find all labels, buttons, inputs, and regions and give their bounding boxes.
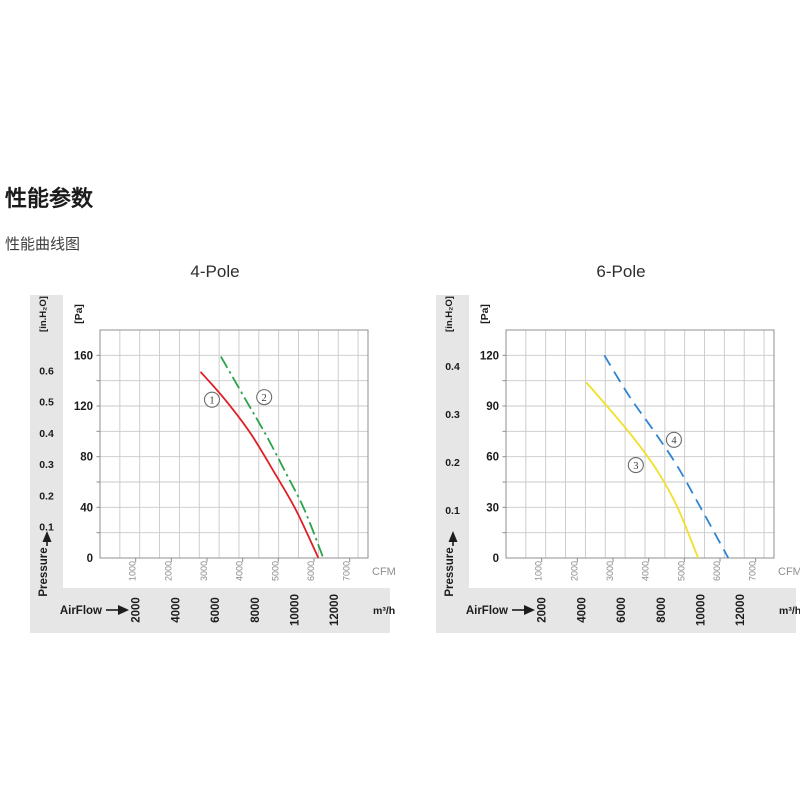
pa-tick-label: 90 xyxy=(486,401,499,413)
series-2-marker-number: 2 xyxy=(262,393,267,404)
cfm-tick-label: 7000 xyxy=(342,561,352,581)
m3h-tick-label: 8000 xyxy=(656,597,668,623)
chart-title-6-pole: 6-Pole xyxy=(596,262,646,281)
pa-tick-label: 30 xyxy=(486,502,499,514)
cfm-tick-label: 6000 xyxy=(712,561,722,581)
series-2-marker-circle xyxy=(256,389,273,406)
inh2o-tick-label: 0.3 xyxy=(39,459,54,471)
pressure-unit-band xyxy=(30,295,63,633)
cfm-unit-label: CFM xyxy=(372,566,396,578)
m3h-unit-label: m³/h xyxy=(779,605,800,617)
m3h-unit-label: m³/h xyxy=(373,605,395,617)
series-4-marker: 4 xyxy=(665,431,682,448)
inh2o-tick-label: 0.4 xyxy=(39,428,54,440)
cfm-tick-label: 2000 xyxy=(163,561,173,581)
axis-ticks xyxy=(96,354,351,562)
inh2o-unit-label: [in.H₂O] xyxy=(38,296,49,332)
m3h-tick-label: 6000 xyxy=(616,597,628,623)
airflow-axis-label: AirFlow xyxy=(466,605,508,617)
inh2o-tick-label: 0.4 xyxy=(445,361,460,373)
series-4-curve xyxy=(603,354,730,559)
pressure-arrow-icon xyxy=(448,531,458,542)
series-4-marker-number: 4 xyxy=(671,436,677,447)
curves xyxy=(199,356,325,559)
plot-area xyxy=(506,330,774,558)
inh2o-tick-label: 0.3 xyxy=(445,409,460,421)
airflow-axis-label: AirFlow xyxy=(60,605,102,617)
series-4-marker-circle xyxy=(665,431,682,448)
plot-area xyxy=(100,330,368,558)
cfm-tick-label: 1000 xyxy=(534,561,544,581)
m3h-tick-label: 8000 xyxy=(250,597,262,623)
series-3-curve xyxy=(585,381,700,559)
chart-canvas-4-pole: 0 40 80 120 160 [Pa] 0.1 0.2 0.3 0.4 0.5 0.6 [in.H₂O… xyxy=(30,295,396,633)
pressure-arrow-icon xyxy=(42,531,52,542)
pa-tick-label: 160 xyxy=(74,350,93,362)
chart-canvas-6-pole: 0 30 60 90 120 [Pa] 0.1 0.2 0.3 0.4 [in.H₂O] 1000 20… xyxy=(436,295,800,633)
chart-title-4-pole: 4-Pole xyxy=(190,262,240,281)
cfm-tick-label: 7000 xyxy=(748,561,758,581)
m3h-tick-label: 12000 xyxy=(735,594,747,626)
pa-tick-label: 80 xyxy=(80,452,93,464)
m3h-tick-label: 10000 xyxy=(696,594,708,626)
curves xyxy=(585,354,730,559)
series-2-curve xyxy=(220,356,325,559)
chart-6-pole: 6-Pole 0 30 60 90 120 [Pa] 0.1 0.2 0.3 0.4 [in.H₂O… xyxy=(436,254,800,636)
pressure-axis-label: Pressure xyxy=(444,547,456,596)
pa-tick-label: 0 xyxy=(87,553,93,565)
m3h-tick-label: 4000 xyxy=(170,597,182,623)
m3h-tick-label: 2000 xyxy=(131,597,143,623)
m3h-tick-label: 2000 xyxy=(537,597,549,623)
plot-border xyxy=(99,329,369,559)
page-title: 性能参数 xyxy=(5,186,94,211)
section-subtitle: 性能曲线图 xyxy=(5,236,81,253)
series-3-marker: 3 xyxy=(627,457,644,474)
cfm-tick-label: 3000 xyxy=(605,561,615,581)
cfm-tick-label: 3000 xyxy=(199,561,209,581)
cfm-tick-label: 4000 xyxy=(641,561,651,581)
series-1-marker-circle xyxy=(203,391,221,408)
pa-tick-label: 60 xyxy=(486,452,499,464)
cfm-tick-label: 6000 xyxy=(306,561,316,581)
inh2o-tick-label: 0.1 xyxy=(39,522,54,534)
m3h-tick-label: 10000 xyxy=(290,594,302,626)
pa-unit-label: [Pa] xyxy=(73,304,85,324)
cfm-tick-label: 2000 xyxy=(569,561,579,581)
cfm-tick-label: 5000 xyxy=(270,561,280,581)
series-1-marker-number: 1 xyxy=(209,395,214,406)
inh2o-tick-label: 0.2 xyxy=(39,490,54,502)
axis-ticks xyxy=(502,354,757,562)
pa-unit-label: [Pa] xyxy=(479,304,491,324)
inh2o-tick-label: 0.5 xyxy=(39,397,54,409)
series-3-marker-circle xyxy=(627,457,644,474)
m3h-tick-label: 4000 xyxy=(576,597,588,623)
cfm-unit-label: CFM xyxy=(778,566,800,578)
series-3-marker-number: 3 xyxy=(633,461,638,472)
airflow-arrow-icon xyxy=(118,605,129,615)
inh2o-tick-label: 0.6 xyxy=(39,365,54,377)
airflow-arrow-icon xyxy=(524,605,535,615)
pa-tick-label: 120 xyxy=(74,401,93,413)
pressure-unit-band xyxy=(436,295,469,633)
inh2o-tick-label: 0.1 xyxy=(445,505,460,517)
gridlines xyxy=(506,330,774,558)
pa-tick-label: 0 xyxy=(493,553,499,565)
cfm-tick-label: 5000 xyxy=(676,561,686,581)
pa-tick-label: 120 xyxy=(480,350,499,362)
m3h-tick-label: 6000 xyxy=(210,597,222,623)
m3h-tick-label: 12000 xyxy=(329,594,341,626)
series-2-marker: 2 xyxy=(256,389,273,406)
plot-border xyxy=(505,329,775,559)
series-1-curve xyxy=(199,371,320,559)
pressure-axis-label: Pressure xyxy=(38,547,50,596)
gridlines xyxy=(100,330,368,558)
cfm-tick-label: 4000 xyxy=(235,561,245,581)
inh2o-tick-label: 0.2 xyxy=(445,457,460,469)
series-1-marker: 1 xyxy=(203,391,221,408)
cfm-tick-label: 1000 xyxy=(128,561,138,581)
inh2o-unit-label: [in.H₂O] xyxy=(444,296,455,332)
chart-4-pole: 4-Pole 0 40 80 120 160 [Pa] 0.1 0.2 0.3 0.4 0.5 0.6… xyxy=(30,254,400,636)
pa-tick-label: 40 xyxy=(80,502,93,514)
